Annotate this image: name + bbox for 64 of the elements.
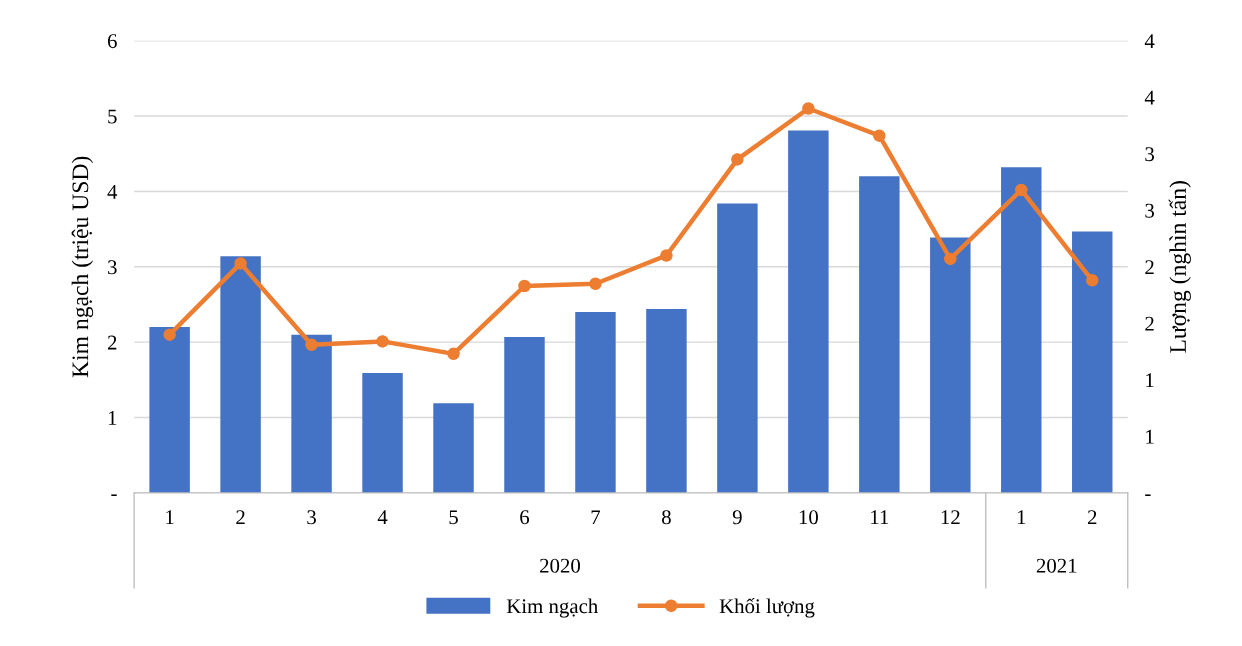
- bar: [717, 203, 758, 493]
- y2-tick-label: 1: [1146, 429, 1154, 444]
- bar: [362, 373, 403, 493]
- x-tick-label: 1: [166, 510, 174, 525]
- x-tick-label: 9: [732, 510, 742, 525]
- point: [731, 153, 744, 166]
- y-tick-label: 5: [108, 109, 117, 124]
- y2-tick-label: 1: [1146, 373, 1154, 388]
- x-tick-label: 7: [591, 510, 601, 525]
- y-tick-label: 3: [108, 260, 117, 275]
- y2-tick-label: 2: [1145, 316, 1154, 331]
- bar: [220, 256, 261, 493]
- point: [1015, 183, 1028, 197]
- point: [660, 249, 673, 262]
- y-tick-label: 1: [108, 411, 117, 425]
- y2-tick-label: -: [1145, 494, 1151, 496]
- y-tick-label: -: [111, 494, 117, 496]
- x-tick-label: 3: [307, 510, 316, 525]
- legend-label: Kim ngạch: [506, 598, 598, 618]
- bar: [575, 312, 616, 493]
- bar: [504, 336, 545, 493]
- point: [873, 129, 886, 142]
- bar: [859, 176, 900, 493]
- bar: [646, 309, 687, 493]
- x-tick-label: 5: [449, 510, 458, 525]
- x-tick-label: 4: [377, 510, 388, 525]
- bar: [788, 130, 829, 493]
- y-tick-label: 2: [107, 335, 117, 350]
- y-tick-label: 6: [107, 34, 117, 49]
- point: [518, 279, 531, 293]
- legend-label: Khối lượng: [719, 597, 815, 618]
- x-tick-label: 6: [520, 510, 530, 525]
- bar: [149, 327, 190, 493]
- x-tick-label: 2: [236, 510, 245, 525]
- y2-tick-label: 2: [1145, 260, 1154, 275]
- x-tick-label: 10: [799, 510, 818, 525]
- text: 2020: [540, 558, 580, 573]
- y-tick-label: 4: [107, 184, 118, 199]
- bar: [1001, 167, 1042, 493]
- point: [447, 347, 460, 361]
- text: 2021: [1036, 558, 1077, 573]
- y2-tick-label: 4: [1144, 90, 1155, 105]
- y2-tick-label: 3: [1145, 203, 1155, 218]
- bar: [930, 237, 971, 493]
- point: [802, 102, 815, 115]
- bar: [433, 403, 474, 493]
- point: [305, 338, 318, 352]
- point: [1085, 274, 1099, 287]
- y-axis-title: Kim ngạch (triệu USD): [71, 156, 94, 378]
- y2-tick-label: 3: [1145, 147, 1155, 162]
- point: [589, 277, 602, 291]
- x-tick-label: 1: [1017, 510, 1026, 525]
- y2-tick-label: 4: [1144, 34, 1155, 48]
- point: [944, 252, 957, 266]
- x-tick-label: 11: [871, 510, 889, 525]
- point: [234, 257, 247, 270]
- bar: [291, 334, 332, 493]
- point: [376, 335, 389, 348]
- x-tick-label: 8: [662, 510, 671, 525]
- point: [163, 328, 176, 341]
- bar: [1072, 231, 1113, 493]
- x-tick-label: 12: [941, 510, 960, 525]
- x-tick-label: 2: [1087, 510, 1097, 525]
- y2-axis-title: Lượng (nghìn tấn): [1168, 181, 1191, 353]
